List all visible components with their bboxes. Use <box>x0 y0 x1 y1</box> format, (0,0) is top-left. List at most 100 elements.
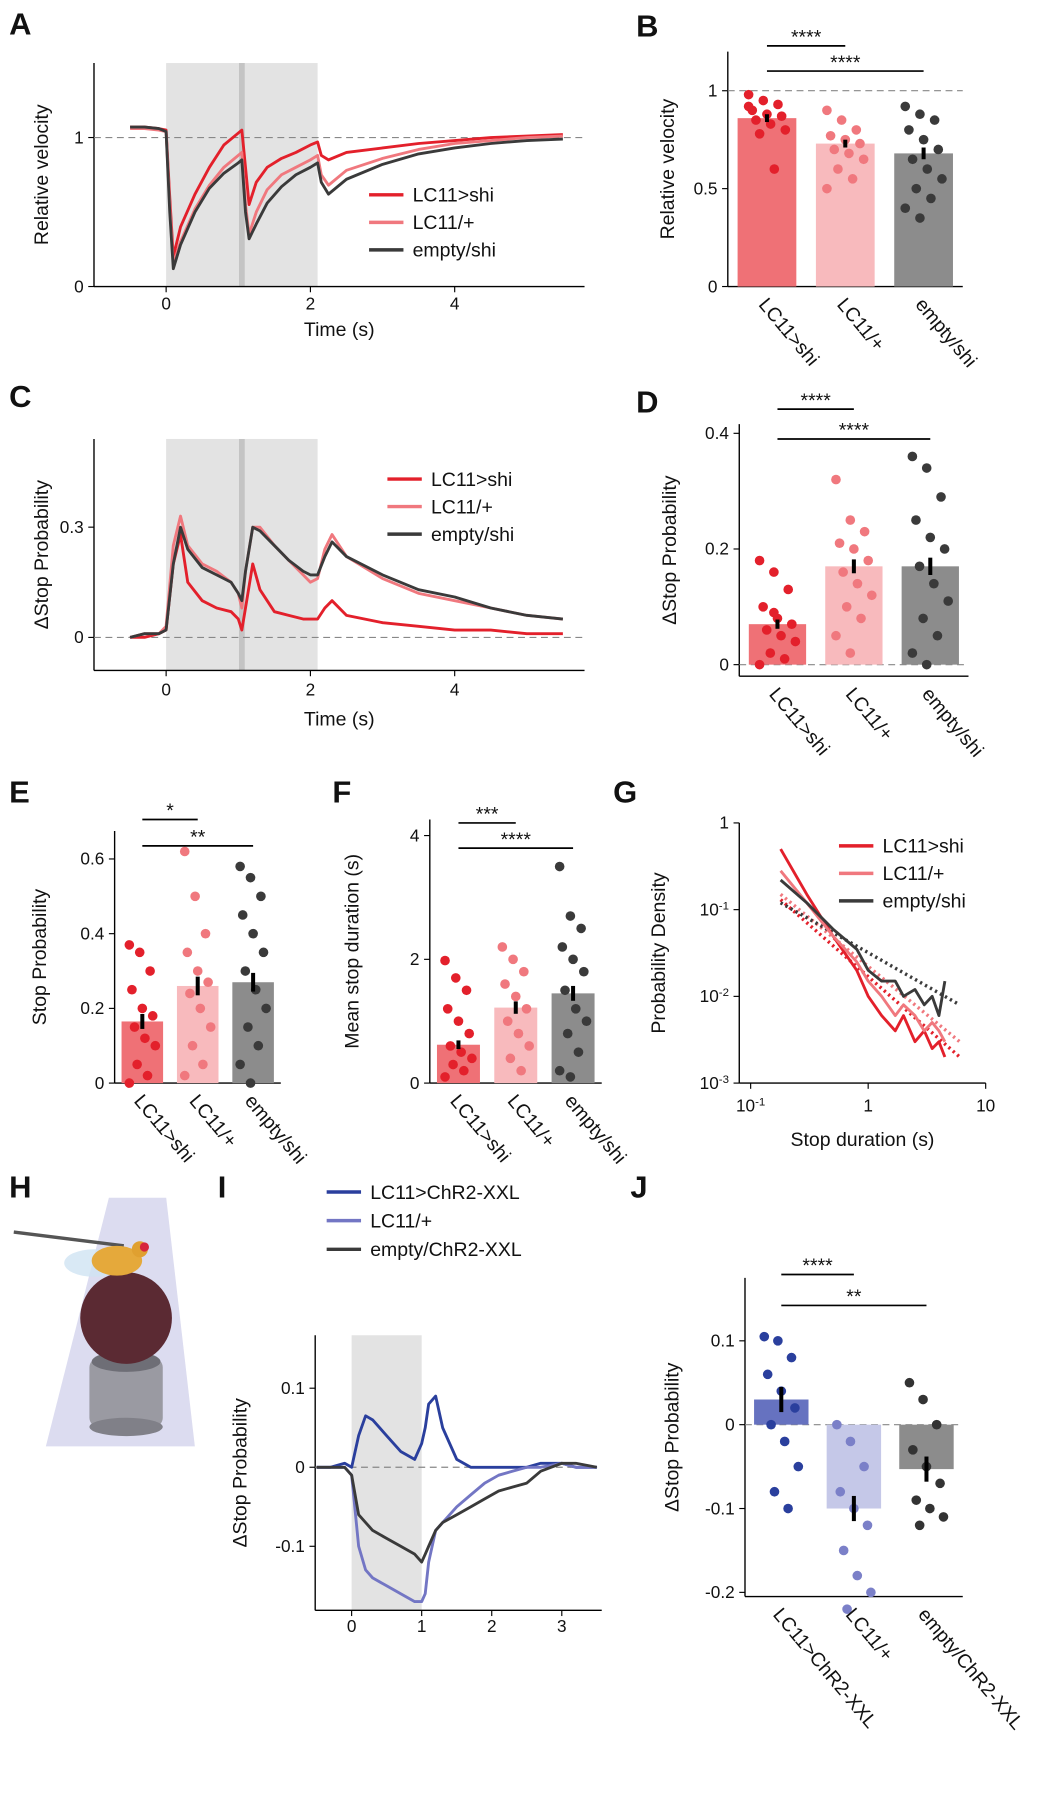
data-point <box>248 928 258 939</box>
data-point <box>758 602 768 612</box>
data-point <box>142 1070 153 1081</box>
data-point <box>834 538 845 549</box>
data-point <box>581 1016 592 1027</box>
data-point <box>847 174 858 184</box>
legend-label: LC11>shi <box>431 469 512 491</box>
data-point <box>911 515 921 525</box>
data-point <box>754 555 765 566</box>
data-point <box>137 1003 148 1014</box>
tick-label: 10-3 <box>700 1073 729 1093</box>
data-point <box>565 911 576 921</box>
tick-label: 0 <box>719 654 729 674</box>
data-point <box>929 578 939 589</box>
legend-label: LC11/+ <box>431 496 493 518</box>
category-label: empty/shi <box>560 1091 630 1169</box>
panel-letter: C <box>9 379 31 414</box>
data-point <box>925 1503 935 1514</box>
data-point <box>132 1059 142 1070</box>
data-point <box>467 1053 477 1064</box>
data-point <box>524 1041 535 1051</box>
data-point <box>758 95 769 106</box>
data-point <box>198 1059 208 1070</box>
bar <box>176 985 219 1084</box>
data-point <box>500 979 510 989</box>
data-point <box>513 1028 524 1039</box>
tick-label: 0.3 <box>60 517 84 537</box>
data-point <box>779 654 790 664</box>
y-axis-label: Relative velocity <box>657 98 679 239</box>
data-point <box>838 1545 849 1556</box>
tick-label: 0.5 <box>694 178 718 198</box>
data-point <box>926 193 936 204</box>
legend-label: empty/shi <box>413 240 496 262</box>
tick-label: 1 <box>708 80 718 100</box>
data-point <box>939 544 950 554</box>
category-label: empty/ChR2-XXL <box>913 1604 1027 1734</box>
significance-label: **** <box>802 1255 833 1277</box>
category-label: empty/shi <box>911 294 981 372</box>
tick-label: 0 <box>74 276 84 296</box>
y-axis-label: Probability Density <box>648 872 670 1033</box>
data-point <box>793 1461 804 1472</box>
data-point <box>831 474 841 485</box>
tick-label: 2 <box>410 949 420 969</box>
stimulus-shade <box>351 1335 422 1611</box>
legend-label: LC11/+ <box>370 1211 432 1233</box>
data-point <box>908 1445 918 1455</box>
data-point <box>147 1011 158 1021</box>
tick-exponent: -1 <box>755 1097 765 1109</box>
x-axis-label: Time (s) <box>304 709 375 731</box>
y-axis-label: Relative velocity <box>31 104 53 245</box>
tick-label: 1 <box>74 127 84 147</box>
data-point <box>765 648 776 658</box>
data-point <box>822 105 832 116</box>
panel: B 0 0.5 1 Relative velocity LC11>shi LC11/+ emp… <box>636 9 981 372</box>
data-point <box>187 1040 198 1051</box>
data-point <box>836 115 847 125</box>
data-point <box>851 125 862 135</box>
significance-label: ** <box>190 827 206 849</box>
data-point <box>459 1065 469 1076</box>
data-point <box>831 630 841 641</box>
series-line <box>130 125 563 271</box>
tick-label: 2 <box>306 293 316 313</box>
data-point <box>453 1016 464 1027</box>
data-point <box>261 1003 271 1014</box>
data-point <box>235 861 245 872</box>
data-point <box>256 891 266 902</box>
data-point <box>195 1003 206 1014</box>
data-point <box>124 1078 135 1088</box>
data-point <box>516 1065 526 1076</box>
data-point <box>769 607 779 618</box>
panel-letter: E <box>9 774 30 809</box>
y-axis-label: Mean stop duration (s) <box>342 854 364 1049</box>
significance-label: **** <box>501 829 532 851</box>
tick-label: 2 <box>487 1616 497 1636</box>
data-point <box>192 966 203 976</box>
data-point <box>243 1022 253 1032</box>
data-point <box>129 1022 140 1032</box>
tick-label: 0.2 <box>80 998 104 1018</box>
significance-label: **** <box>839 420 870 442</box>
tick-label: 0 <box>410 1073 420 1093</box>
data-point <box>456 1047 466 1057</box>
category-label: LC11>shi <box>754 294 823 370</box>
data-point <box>445 1041 456 1051</box>
panel-letter: F <box>332 774 351 809</box>
data-point <box>832 1419 842 1430</box>
category-label: LC11/+ <box>841 684 898 746</box>
data-point <box>440 1072 450 1082</box>
data-point <box>849 544 859 554</box>
data-point <box>235 1059 245 1070</box>
tick-label: -0.1 <box>275 1536 305 1556</box>
data-point <box>859 526 870 537</box>
fit-line <box>779 898 961 1059</box>
data-point <box>776 111 787 122</box>
data-point <box>783 1503 793 1514</box>
panel: A 0 1 0 2 4 Time (s) Relative velocity LC11>shi L… <box>9 6 585 341</box>
tick-label: 4 <box>450 293 460 313</box>
data-point <box>461 985 472 996</box>
tick-label: 0 <box>161 680 171 700</box>
panel: I -0.1 0 0.1 0 1 2 3 ΔStop Probability LC11>ChR2-… <box>218 1170 602 1636</box>
